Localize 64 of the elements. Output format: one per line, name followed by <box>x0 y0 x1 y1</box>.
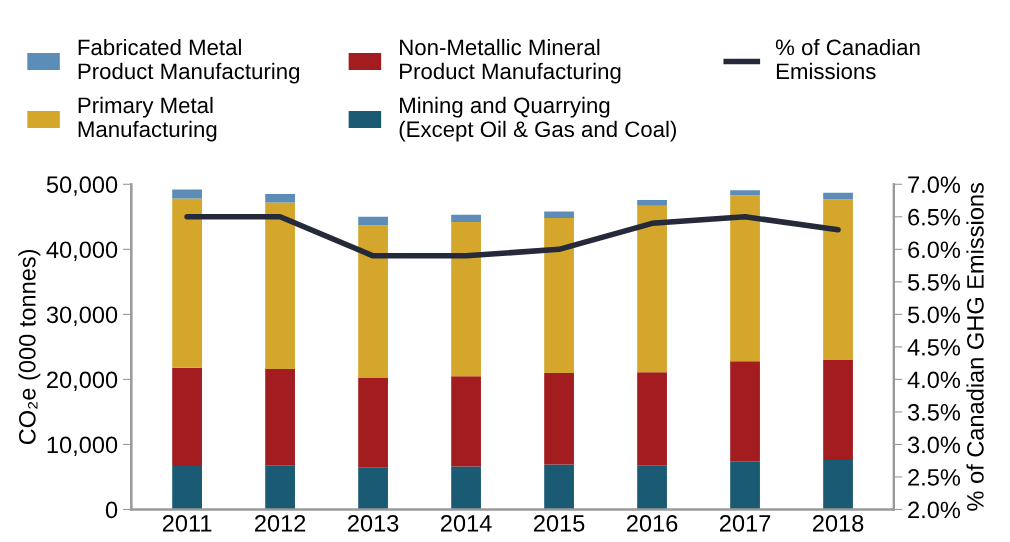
bar <box>265 194 295 203</box>
bar <box>544 211 574 219</box>
y2-tick-label: 3.0% <box>907 436 961 454</box>
x-tick-label: 2017 <box>719 514 771 532</box>
y-tick-label: 40,000 <box>46 241 118 261</box>
legend-label: Primary Metal Manufacturing <box>78 96 217 142</box>
y-axis-title: CO₂e (000 tonnes) <box>18 249 41 445</box>
y2-tick-label: 6.0% <box>908 241 961 259</box>
y-tick-label: 50,000 <box>46 176 118 196</box>
legend-label: % of Canadian Emissions <box>775 38 920 80</box>
bar <box>544 372 574 465</box>
bar <box>358 377 388 468</box>
y2-tick-label: 4.5% <box>907 339 961 356</box>
x-tick-label: 2016 <box>626 514 678 532</box>
bar <box>265 368 295 466</box>
bar <box>730 361 760 462</box>
y2-tick-label: 7.0% <box>908 176 961 194</box>
y2-tick-label: 2.5% <box>908 469 961 486</box>
x-tick-label: 2015 <box>534 514 585 532</box>
bar <box>823 199 853 360</box>
bar <box>172 465 202 510</box>
bar <box>730 195 760 362</box>
bar <box>451 214 481 222</box>
legend-label: Fabricated Metal Product Manufacturing <box>78 38 300 84</box>
bar <box>637 372 667 466</box>
y-tick-label: 30,000 <box>46 306 118 326</box>
bar <box>637 465 667 510</box>
bar <box>358 467 388 510</box>
bar <box>265 202 295 369</box>
x-tick-label: 2014 <box>441 514 492 532</box>
y2-tick-label: 5.5% <box>907 274 961 291</box>
bar <box>451 376 481 467</box>
legend-label: Non-Metallic Mineral Product Manufacturing <box>400 38 621 84</box>
bar <box>823 359 853 461</box>
y2-axis-title: % of Canadian GHG Emissions <box>966 183 984 511</box>
bar <box>544 218 574 373</box>
legend-label: Mining and Quarrying (Except Oil & Gas and Coal) <box>399 96 676 142</box>
y-tick-label: 20,000 <box>47 371 118 391</box>
bar <box>823 460 853 510</box>
y2-tick-label: 6.5% <box>908 208 961 226</box>
y2-tick-label: 2.0% <box>908 501 961 519</box>
y2-tick-label: 5.0% <box>907 306 961 324</box>
bar <box>823 192 853 200</box>
bar <box>358 225 388 378</box>
bar <box>172 189 202 199</box>
bar <box>637 199 667 206</box>
bar <box>172 367 202 466</box>
bar <box>637 205 667 373</box>
bar <box>265 465 295 510</box>
y-tick-label: 0 <box>105 501 118 519</box>
bar <box>451 222 481 377</box>
bar <box>730 190 760 196</box>
x-tick-label: 2011 <box>162 514 212 532</box>
bar <box>730 461 760 510</box>
y2-tick-label: 4.0% <box>907 371 961 389</box>
bar <box>451 466 481 510</box>
bar <box>172 198 202 368</box>
y2-tick-label: 3.5% <box>907 403 961 421</box>
x-tick-label: 2013 <box>348 514 399 532</box>
y-tick-label: 10,000 <box>47 436 118 457</box>
bar <box>358 216 388 226</box>
x-tick-label: 2018 <box>812 514 864 532</box>
bar <box>544 464 574 510</box>
x-tick-label: 2012 <box>255 514 306 532</box>
